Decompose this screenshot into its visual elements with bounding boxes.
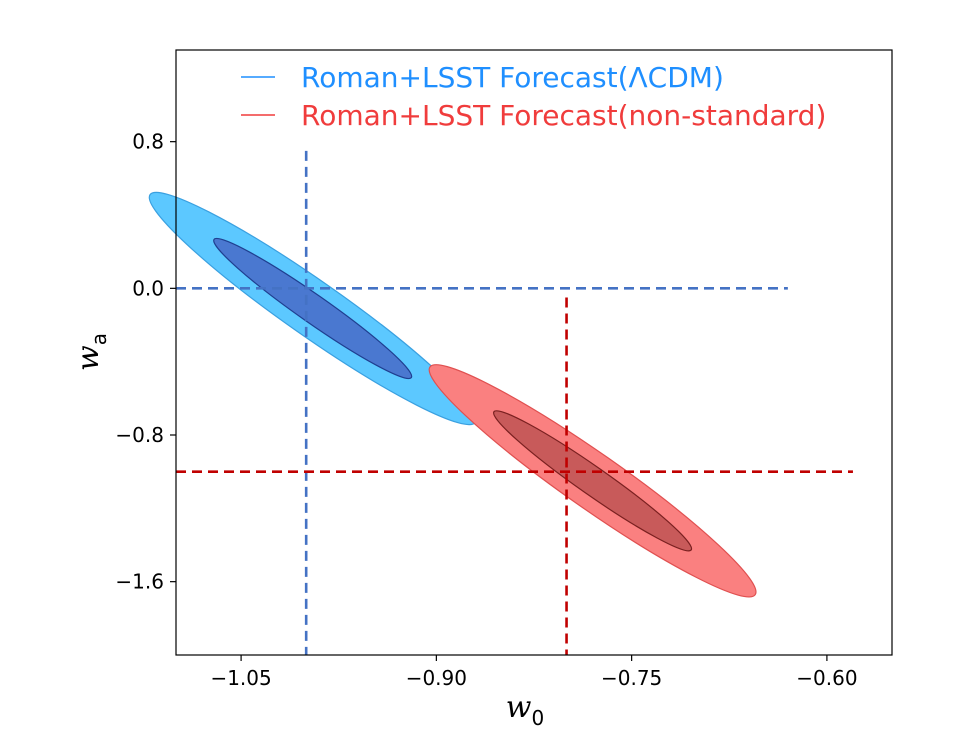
y-axis-label: wa xyxy=(71,333,111,371)
contour-68-series-1 xyxy=(493,410,693,552)
x-ticks: −1.05 −0.90 −0.75 −0.60 xyxy=(210,655,858,690)
reference-lines xyxy=(176,150,853,655)
contour-68-series-0 xyxy=(213,237,413,380)
x-tick-label: −1.05 xyxy=(210,666,271,690)
y-tick-label: 0.0 xyxy=(132,276,164,300)
legend-label-lcdm: Roman+LSST Forecast(ΛCDM) xyxy=(301,61,724,94)
axes-frame xyxy=(175,49,893,656)
legend: Roman+LSST Forecast(ΛCDM) Roman+LSST For… xyxy=(241,61,826,132)
x-tick-label: −0.90 xyxy=(406,666,467,690)
y-axis-label-subscript: a xyxy=(87,333,111,345)
plot-area xyxy=(148,191,757,598)
y-tick-label: −1.6 xyxy=(115,570,164,594)
y-ticks: 0.8 0.0 −0.8 −1.6 xyxy=(115,130,176,594)
y-tick-label: 0.8 xyxy=(132,130,164,154)
y-tick-label: −0.8 xyxy=(115,423,164,447)
x-axis-label-subscript: 0 xyxy=(531,706,544,730)
legend-label-nonstandard: Roman+LSST Forecast(non-standard) xyxy=(301,99,826,132)
x-tick-label: −0.75 xyxy=(601,666,662,690)
x-axis-label: w0 xyxy=(506,690,544,730)
x-tick-label: −0.60 xyxy=(796,666,857,690)
